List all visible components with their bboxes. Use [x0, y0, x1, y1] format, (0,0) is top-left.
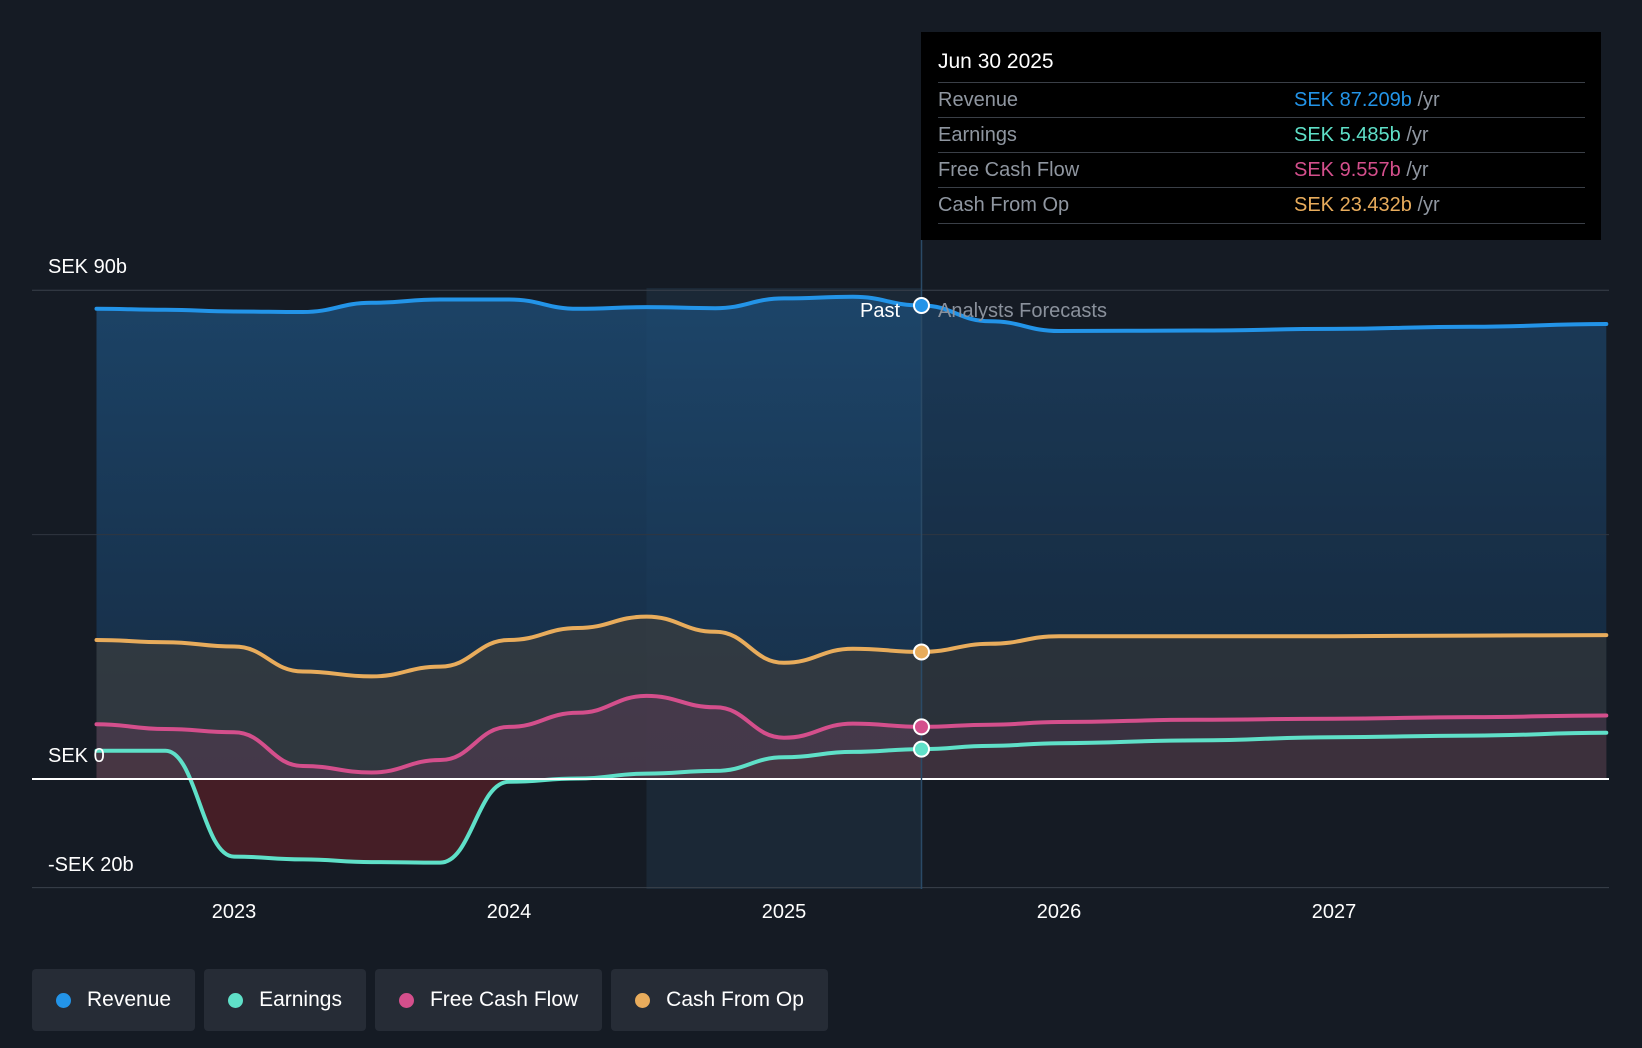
tooltip-value-amount: SEK 87.209b [1294, 89, 1412, 111]
legend-label: Revenue [87, 988, 172, 1011]
cfo-marker [913, 643, 930, 661]
tooltip-value-amount: SEK 5.485b [1294, 124, 1401, 146]
tooltip-row-earnings: Earnings SEK 5.485b /yr [938, 117, 1585, 153]
x-axis-tick-label: 2026 [1036, 901, 1082, 923]
legend-dot-icon [398, 992, 414, 1008]
forecast-shade [921, 288, 1609, 779]
tooltip-row-free-cash-flow: Free Cash Flow SEK 9.557b /yr [938, 152, 1585, 188]
tooltip-value-amount: SEK 23.432b [1294, 194, 1412, 216]
x-axis-tick-label: 2023 [211, 901, 257, 923]
y-axis-label-top: SEK 90b [48, 256, 127, 279]
revenue-marker [913, 297, 930, 315]
legend-item-cash-from-op[interactable]: Cash From Op [611, 969, 828, 1031]
tooltip-row-name: Earnings [938, 124, 1017, 146]
x-axis-tick-label: 2024 [486, 901, 532, 923]
x-axis-tick-label: 2027 [1311, 901, 1357, 923]
tooltip-row-name: Cash From Op [938, 194, 1070, 216]
tooltip-row-revenue: Revenue SEK 87.209b /yr [938, 82, 1585, 118]
tooltip-value-unit: /yr [1406, 159, 1429, 181]
y-axis-label-bottom: -SEK 20b [48, 853, 134, 876]
revenue-line [94, 294, 1609, 334]
earnings-area-positive [96, 732, 1607, 779]
earnings-area-negative [96, 779, 1607, 863]
y-axis-label-zero: SEK 0 [48, 745, 105, 767]
tooltip-value-amount: SEK 9.557b [1294, 159, 1401, 181]
legend-item-free-cash-flow[interactable]: Free Cash Flow [374, 969, 603, 1031]
tooltip-value-unit: /yr [1406, 124, 1429, 146]
tooltip-row-value: SEK 9.557b /yr [1294, 159, 1429, 182]
analysts-forecasts-label: Analysts Forecasts [938, 300, 1107, 322]
legend-dot-icon [56, 992, 71, 1008]
legend-item-revenue[interactable]: Revenue [32, 969, 196, 1031]
tooltip-value-unit: /yr [1417, 89, 1440, 111]
legend-dot-icon [635, 992, 651, 1008]
data-tooltip: Jun 30 2025 Revenue SEK 87.209b /yr Earn… [921, 32, 1601, 240]
tooltip-row-value: SEK 87.209b /yr [1294, 89, 1440, 112]
legend-label: Free Cash Flow [429, 988, 579, 1011]
earnings-marker [913, 740, 930, 758]
tooltip-row-value: SEK 5.485b /yr [1294, 124, 1429, 147]
tooltip-row-cash-from-op: Cash From Op SEK 23.432b /yr [938, 187, 1585, 224]
legend-label: Cash From Op [666, 988, 804, 1011]
earnings-line [94, 730, 1609, 865]
tooltip-row-name: Revenue [938, 89, 1019, 111]
tooltip-row-value: SEK 23.432b /yr [1294, 194, 1440, 217]
fcf-marker [913, 718, 930, 736]
cash-from-op-line [94, 614, 1609, 679]
tooltip-date: Jun 30 2025 [938, 50, 1054, 73]
legend-label: Earnings [259, 988, 342, 1011]
x-axis-tick-label: 2025 [761, 901, 807, 923]
chart-legend: Revenue Earnings Free Cash Flow Cash Fro… [32, 969, 828, 1031]
tooltip-value-unit: /yr [1417, 194, 1440, 216]
past-label: Past [860, 300, 901, 322]
free-cash-flow-line [94, 693, 1609, 775]
legend-dot-icon [228, 992, 244, 1008]
legend-item-earnings[interactable]: Earnings [204, 969, 366, 1031]
tooltip-row-name: Free Cash Flow [938, 159, 1080, 181]
